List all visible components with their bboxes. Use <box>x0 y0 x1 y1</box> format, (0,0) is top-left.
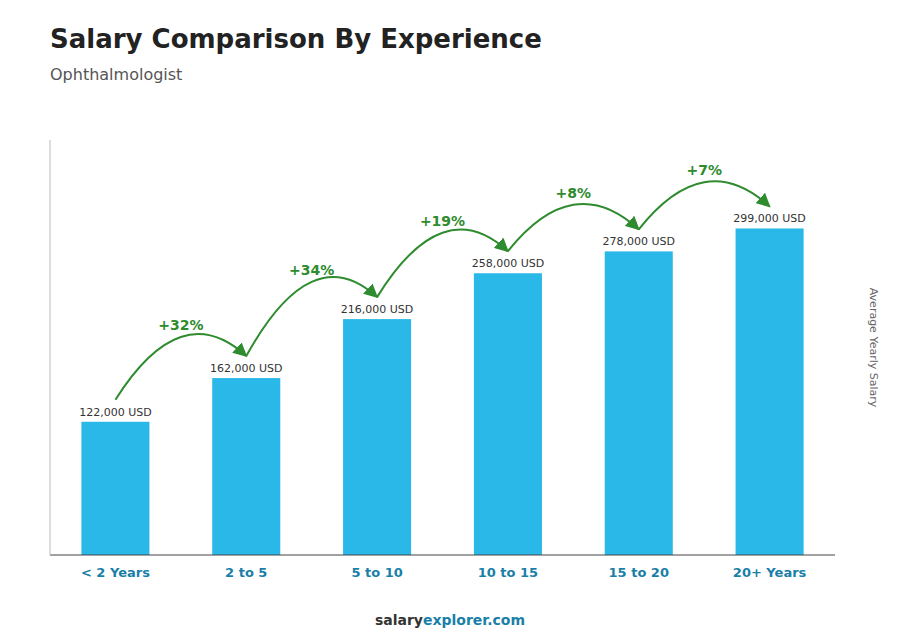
x-tick-label: 15 to 20 <box>609 565 669 580</box>
title: Salary Comparison By Experience <box>50 24 542 54</box>
x-tick-label: 2 to 5 <box>225 565 267 580</box>
change-arrow <box>508 204 639 251</box>
data-label: 299,000 USD <box>733 212 806 225</box>
chart-svg: Salary Comparison By Experience Ophthalmo… <box>0 0 900 641</box>
x-tick-label: < 2 Years <box>81 565 150 580</box>
bar <box>343 319 411 555</box>
bar <box>81 422 149 555</box>
change-label: +19% <box>420 213 465 229</box>
x-tick-label: 20+ Years <box>733 565 807 580</box>
bar <box>212 378 280 555</box>
footer-part: salary <box>375 612 423 628</box>
change-label: +32% <box>158 317 203 333</box>
change-arrow <box>115 334 246 400</box>
chart-container: Salary Comparison By Experience Ophthalmo… <box>0 0 900 641</box>
y-axis-label: Average Yearly Salary <box>867 288 880 408</box>
footer-part: explorer.com <box>423 612 525 628</box>
change-label: +7% <box>686 162 722 178</box>
change-label: +8% <box>556 185 592 201</box>
change-arrow <box>639 181 770 229</box>
data-label: 216,000 USD <box>341 303 414 316</box>
y-axis-line <box>50 140 51 555</box>
change-arrow <box>377 230 508 298</box>
subtitle: Ophthalmologist <box>50 65 182 84</box>
data-label: 258,000 USD <box>472 257 545 270</box>
bar <box>474 273 542 555</box>
bar <box>605 251 673 555</box>
change-label: +34% <box>289 262 334 278</box>
x-tick-label: 5 to 10 <box>351 565 402 580</box>
background <box>0 0 900 641</box>
x-axis-line <box>50 554 835 555</box>
bar <box>736 228 804 555</box>
data-label: 162,000 USD <box>210 362 283 375</box>
data-label: 278,000 USD <box>603 235 676 248</box>
change-arrow <box>246 277 377 356</box>
footer: salaryexplorer.com <box>375 612 525 628</box>
x-tick-label: 10 to 15 <box>478 565 538 580</box>
bars <box>81 228 803 555</box>
data-label: 122,000 USD <box>79 406 152 419</box>
